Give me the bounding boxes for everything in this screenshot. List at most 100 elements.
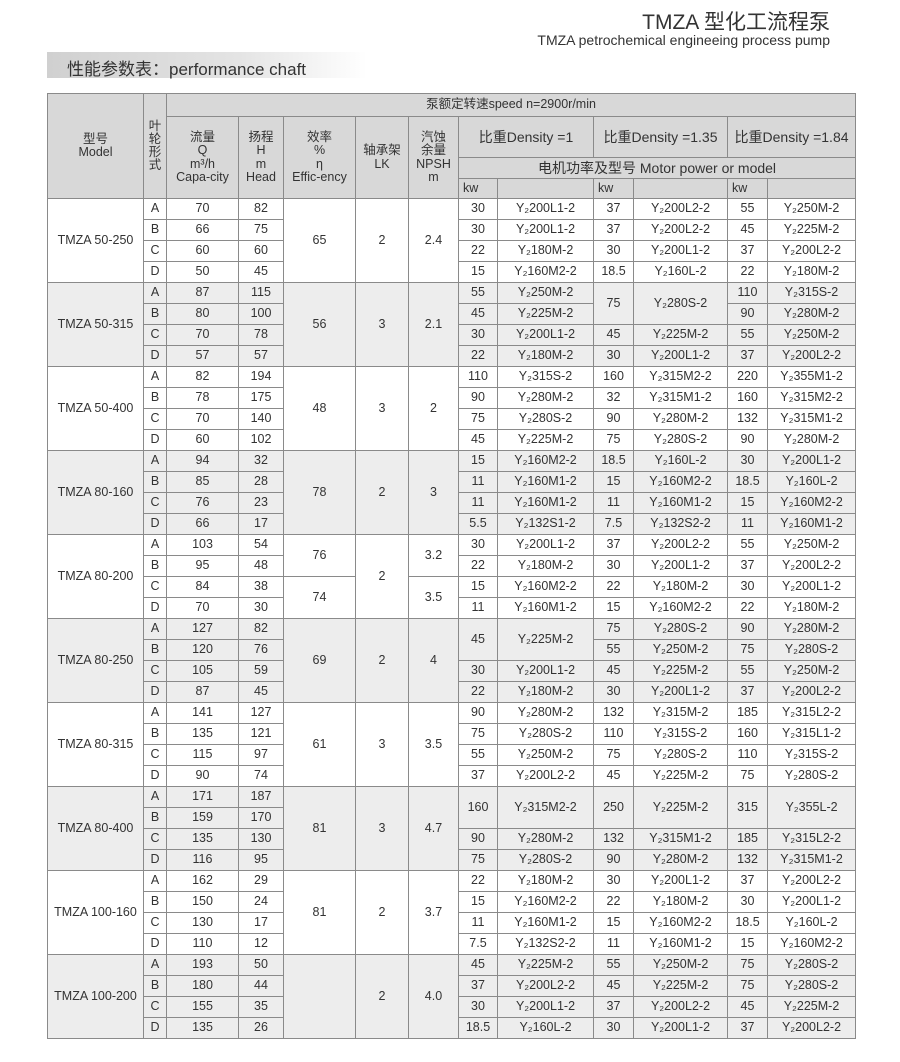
motor-model: Y₂132S2-2 xyxy=(633,513,728,535)
motor-model: Y₂200L2-2 xyxy=(633,219,728,241)
motor-model: Y₂200L2-2 xyxy=(633,534,728,556)
motor-kw: 37 xyxy=(593,198,634,220)
impeller-type: B xyxy=(143,555,167,577)
head-value: 76 xyxy=(238,639,284,661)
head-value: 102 xyxy=(238,429,284,451)
motor-model: Y₂315M-2 xyxy=(633,702,728,724)
head-value: 32 xyxy=(238,450,284,472)
motor-model: Y₂180M-2 xyxy=(497,240,594,262)
motor-kw: 22 xyxy=(458,681,498,703)
head-value: 35 xyxy=(238,996,284,1018)
model-name: TMZA 80-315 xyxy=(47,702,144,787)
table-row: D 87 45 22 Y₂180M-2 30 Y₂200L1-2 37 Y₂200L2-2 xyxy=(48,681,857,703)
impeller-type: D xyxy=(143,1017,167,1039)
motor-model: Y₂355M1-2 xyxy=(766,366,857,388)
motor-model: Y₂160M2-2 xyxy=(497,576,594,598)
title-english: TMZA petrochemical engineeing process pu… xyxy=(537,32,830,48)
header-blank xyxy=(766,178,857,199)
motor-kw: 22 xyxy=(458,870,498,892)
npsh-value: 2.4 xyxy=(408,198,459,283)
motor-kw: 110 xyxy=(727,282,768,304)
motor-kw: 55 xyxy=(458,744,498,766)
table-row: D 66 17 5.5 Y₂132S1-2 7.5 Y₂132S2-2 11 Y₂160M1-2 xyxy=(48,513,857,535)
head-value: 115 xyxy=(238,282,284,304)
flow-value: 94 xyxy=(166,450,239,472)
flow-value: 66 xyxy=(166,219,239,241)
motor-kw: 75 xyxy=(458,849,498,871)
motor-model: Y₂280M-2 xyxy=(633,408,728,430)
table-row: TMZA 50-400 A 82 194 48 3 2 110 Y₂315S-2 160 Y₂315… xyxy=(47,366,857,451)
header-line: 流量 xyxy=(189,130,215,145)
flow-value: 85 xyxy=(166,471,239,493)
motor-model: Y₂160M2-2 xyxy=(497,450,594,472)
flow-value: 60 xyxy=(166,240,239,262)
impeller-type: B xyxy=(143,975,167,997)
npsh-value: 3.2 xyxy=(408,534,459,577)
motor-kw: 30 xyxy=(458,324,498,346)
motor-model: Y₂160L-2 xyxy=(766,471,857,493)
motor-model: Y₂200L1-2 xyxy=(766,891,857,913)
table-row: C 60 60 22 Y₂180M-2 30 Y₂200L1-2 37 Y₂200L2-2 xyxy=(48,240,857,262)
impeller-type: C xyxy=(143,576,167,598)
motor-model: Y₂225M-2 xyxy=(497,429,594,451)
flow-value: 84 xyxy=(166,576,239,598)
bearing-lk-value: 3 xyxy=(355,786,409,871)
motor-model: Y₂250M-2 xyxy=(766,534,857,556)
head-value: 24 xyxy=(238,891,284,913)
head-value: 45 xyxy=(238,681,284,703)
impeller-type: A xyxy=(143,366,167,388)
motor-model: Y₂225M-2 xyxy=(497,303,594,325)
motor-model: Y₂200L2-2 xyxy=(497,765,594,787)
flow-value: 130 xyxy=(166,912,239,934)
head-value: 187 xyxy=(238,786,284,808)
motor-kw: 45 xyxy=(458,303,498,325)
motor-kw: 30 xyxy=(593,681,634,703)
flow-value: 82 xyxy=(166,366,239,388)
head-value: 48 xyxy=(238,555,284,577)
table-row: TMZA 80-400 A 171 187 81 3 4.7 160 Y₂315M2-2 250 Y… xyxy=(47,786,857,871)
efficiency-value xyxy=(283,954,356,1039)
motor-model: Y₂180M-2 xyxy=(633,891,728,913)
header-npsh: 汽蚀 余量 NPSH m xyxy=(408,116,459,199)
motor-kw: 220 xyxy=(727,366,768,388)
motor-kw: 15 xyxy=(727,492,768,514)
header-line: m³/h xyxy=(190,156,215,171)
motor-model: Y₂315S-2 xyxy=(497,366,594,388)
motor-model: Y₂280S-2 xyxy=(633,744,728,766)
impeller-type: D xyxy=(143,681,167,703)
motor-kw: 75 xyxy=(593,282,634,325)
motor-model: Y₂200L1-2 xyxy=(497,219,594,241)
motor-model: Y₂315L2-2 xyxy=(766,828,857,850)
motor-kw: 90 xyxy=(458,387,498,409)
motor-model: Y₂280S-2 xyxy=(766,975,857,997)
impeller-type: C xyxy=(143,912,167,934)
motor-model: Y₂200L1-2 xyxy=(766,576,857,598)
motor-model: Y₂200L1-2 xyxy=(633,1017,728,1039)
table-row: C 130 17 11 Y₂160M1-2 15 Y₂160M2-2 18.5 Y₂160L-2 xyxy=(48,912,857,934)
motor-kw: 110 xyxy=(727,744,768,766)
head-value: 60 xyxy=(238,240,284,262)
motor-kw: 132 xyxy=(727,849,768,871)
flow-value: 162 xyxy=(166,870,239,892)
motor-kw: 250 xyxy=(593,786,634,829)
motor-kw: 185 xyxy=(727,702,768,724)
motor-kw: 75 xyxy=(458,408,498,430)
flow-value: 78 xyxy=(166,387,239,409)
motor-model: Y₂315M2-2 xyxy=(766,387,857,409)
model-name: TMZA 80-200 xyxy=(47,534,144,619)
flow-value: 105 xyxy=(166,660,239,682)
motor-model: Y₂280S-2 xyxy=(633,282,728,325)
motor-kw: 11 xyxy=(458,471,498,493)
model-name: TMZA 100-160 xyxy=(47,870,144,955)
flow-value: 95 xyxy=(166,555,239,577)
impeller-type: D xyxy=(143,345,167,367)
impeller-type: D xyxy=(143,261,167,283)
motor-kw: 37 xyxy=(727,1017,768,1039)
impeller-type: C xyxy=(143,492,167,514)
flow-value: 76 xyxy=(166,492,239,514)
flow-value: 57 xyxy=(166,345,239,367)
motor-model: Y₂280S-2 xyxy=(633,618,728,640)
motor-model: Y₂315L1-2 xyxy=(766,723,857,745)
motor-kw: 160 xyxy=(458,786,498,829)
motor-kw: 15 xyxy=(593,912,634,934)
